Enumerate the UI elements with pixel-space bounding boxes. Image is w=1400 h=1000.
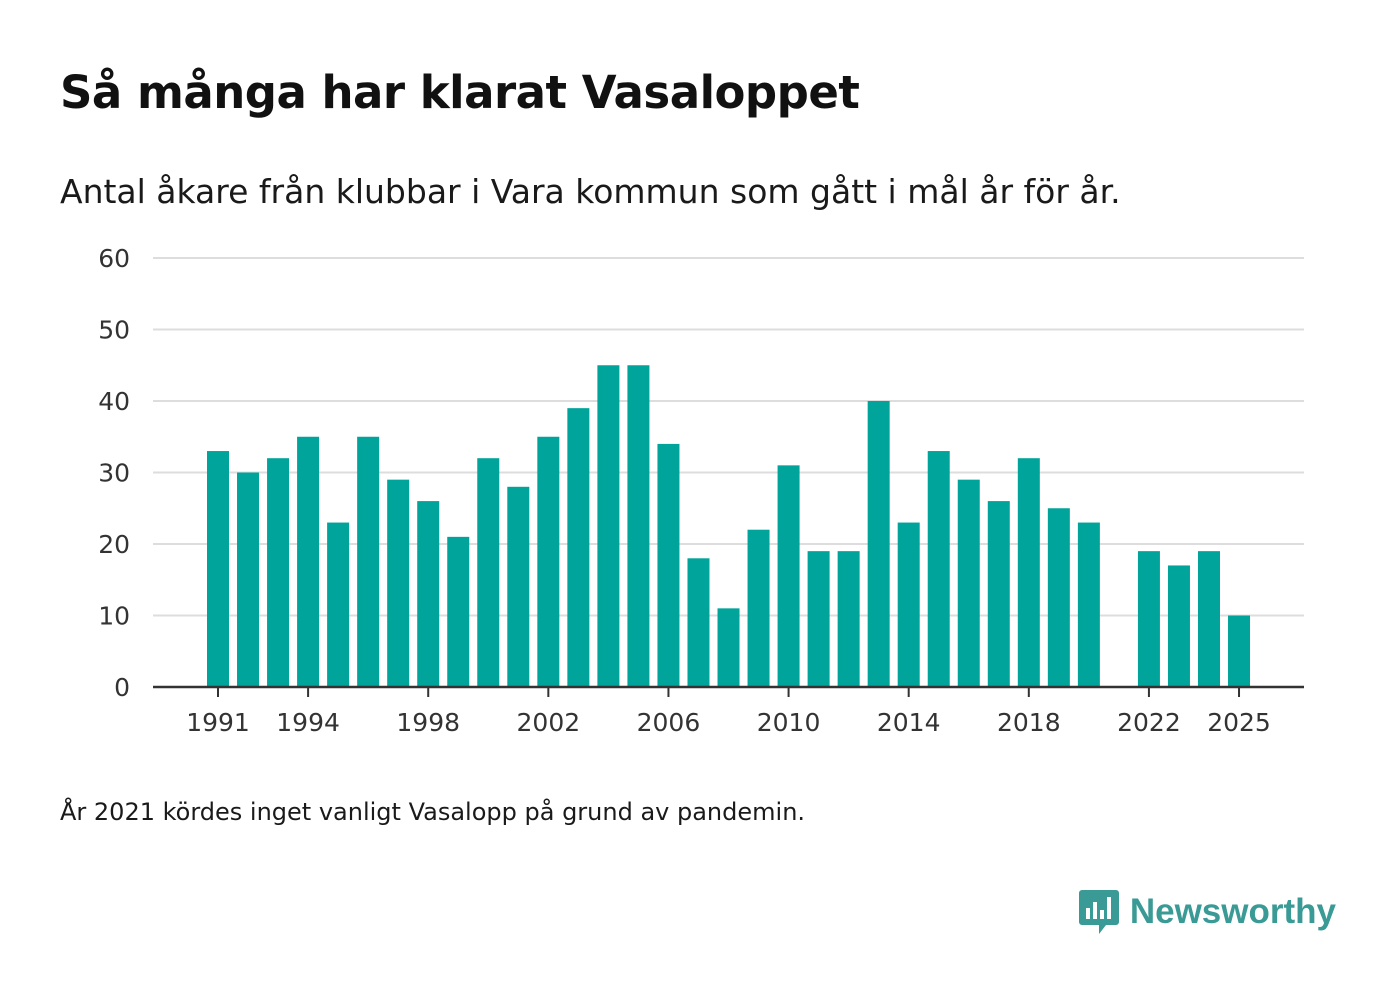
- bar-1993: [267, 458, 290, 687]
- bar-2000: [477, 458, 500, 687]
- y-tick-label: 60: [98, 244, 130, 273]
- x-tick-label: 2014: [877, 708, 941, 737]
- bar-1999: [447, 536, 470, 687]
- bar-2008: [717, 608, 740, 687]
- x-tick-label: 2022: [1117, 708, 1181, 737]
- bar-2018: [1017, 458, 1040, 687]
- bar-1991: [207, 451, 229, 687]
- bar-1998: [417, 501, 440, 687]
- bar-2017: [987, 501, 1010, 687]
- chart-subtitle: Antal åkare från klubbar i Vara kommun s…: [60, 172, 1121, 211]
- footnote: År 2021 kördes inget vanligt Vasalopp på…: [60, 798, 806, 826]
- bar-2001: [507, 486, 530, 687]
- y-tick-label: 30: [98, 459, 130, 488]
- brand-name: Newsworthy: [1129, 892, 1336, 931]
- y-tick-label: 0: [114, 673, 130, 702]
- chart-title: Så många har klarat Vasaloppet: [60, 66, 860, 119]
- bar-2004: [597, 365, 620, 687]
- bar-chart: 0 10 20 30 40 50 60 1991 1994 1998 2002 2006 2010 20…: [98, 244, 1304, 737]
- brand-logo: Newsworthy: [1078, 888, 1336, 936]
- bar-1994: [297, 436, 320, 687]
- bar-2014: [897, 522, 920, 687]
- bar-2006: [657, 443, 680, 687]
- bar-2019: [1047, 508, 1070, 687]
- bar-1992: [237, 472, 260, 687]
- bar-1995: [327, 522, 350, 687]
- y-tick-label: 20: [98, 530, 130, 559]
- bar-2002: [537, 436, 560, 687]
- x-axis: 1991 1994 1998 2002 2006 2010 2014 2018 2022 2025: [153, 685, 1304, 737]
- y-tick-label: 50: [98, 316, 130, 345]
- bars: [207, 365, 1251, 687]
- y-tick-label: 10: [98, 602, 130, 631]
- bar-2003: [567, 408, 590, 687]
- bar-2007: [687, 558, 710, 687]
- bar-2012: [837, 551, 860, 687]
- y-tick-label: 40: [98, 387, 130, 416]
- bar-2024: [1197, 551, 1220, 687]
- x-tick-label: 2025: [1207, 708, 1271, 737]
- bar-2020: [1077, 522, 1100, 687]
- x-tick-label: 1991: [186, 708, 250, 737]
- bar-2025: [1228, 615, 1251, 687]
- newsworthy-logo-icon: [1078, 890, 1119, 934]
- bar-2022: [1137, 551, 1160, 687]
- x-tick-label: 2006: [637, 708, 701, 737]
- bar-2009: [747, 529, 770, 687]
- bar-2023: [1167, 565, 1190, 687]
- x-tick-label: 1998: [396, 708, 460, 737]
- bar-1997: [387, 479, 410, 687]
- bar-2016: [957, 479, 980, 687]
- x-tick-label: 2018: [997, 708, 1061, 737]
- bar-2011: [807, 551, 830, 687]
- x-tick-label: 2002: [517, 708, 581, 737]
- bar-2015: [927, 451, 950, 687]
- bar-2010: [777, 465, 800, 687]
- bar-1996: [357, 436, 380, 687]
- x-tick-label: 1994: [276, 708, 340, 737]
- bar-2005: [627, 365, 650, 687]
- bar-2013: [867, 401, 890, 687]
- x-tick-label: 2010: [757, 708, 821, 737]
